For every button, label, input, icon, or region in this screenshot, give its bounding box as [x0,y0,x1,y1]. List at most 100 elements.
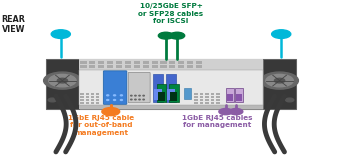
Bar [79,59,263,70]
Bar [187,61,193,64]
Bar [187,65,193,68]
Bar [86,99,89,101]
Text: 10/25GbE SFP+
or SFP28 cables
for iSCSI: 10/25GbE SFP+ or SFP28 cables for iSCSI [139,3,203,24]
Bar [211,99,214,101]
Circle shape [135,99,136,100]
Bar [98,61,104,64]
Bar [226,88,234,102]
Circle shape [48,98,56,102]
Circle shape [131,99,132,100]
Bar [143,61,149,64]
Bar [196,65,202,68]
Bar [96,93,99,95]
Bar [80,65,87,68]
Circle shape [286,98,294,102]
Bar [178,65,184,68]
Bar [91,93,94,95]
Circle shape [272,30,291,38]
Bar [134,61,140,64]
Circle shape [229,108,243,115]
Bar [211,96,214,98]
Bar [79,70,263,105]
Bar [200,93,203,95]
Bar [263,59,296,108]
Bar [80,99,84,101]
Bar [170,92,177,101]
Circle shape [143,99,144,100]
Bar [167,89,175,100]
Bar [153,74,163,102]
Circle shape [170,32,185,39]
Bar [89,61,95,64]
Bar [200,96,203,98]
Bar [166,74,176,102]
Text: 1GbE RJ45 cables
for management: 1GbE RJ45 cables for management [182,115,252,128]
Bar [125,61,131,64]
Bar [154,89,162,100]
FancyBboxPatch shape [103,71,127,104]
Circle shape [57,78,67,83]
Bar [169,65,175,68]
Text: REAR
VIEW: REAR VIEW [2,16,26,34]
Bar [89,65,95,68]
Bar [80,96,84,98]
Bar [205,102,209,104]
Bar [178,61,184,64]
Bar [158,92,165,101]
Bar [134,65,140,68]
Bar [91,102,94,104]
Bar [205,93,209,95]
Bar [116,65,122,68]
Circle shape [44,72,81,89]
Bar [194,99,198,101]
Bar [236,94,242,101]
Bar [107,65,113,68]
Bar [169,61,175,64]
FancyBboxPatch shape [128,72,150,103]
Bar [79,59,263,108]
Bar [86,102,89,104]
Bar [205,99,209,101]
Bar [211,102,214,104]
Circle shape [120,95,122,96]
Bar [235,88,243,102]
Bar [216,96,220,98]
Circle shape [139,95,140,96]
Circle shape [107,95,109,96]
Circle shape [131,95,132,96]
Bar [157,84,166,102]
Bar [205,96,209,98]
Circle shape [114,95,116,96]
Bar [200,99,203,101]
Bar [169,84,179,102]
Circle shape [49,74,76,87]
Bar [46,59,296,108]
Bar [216,99,220,101]
Bar [86,96,89,98]
Bar [91,99,94,101]
Bar [152,65,158,68]
Bar [96,96,99,98]
Bar [46,59,79,108]
Circle shape [102,108,120,116]
Bar [116,61,122,64]
Bar [194,93,198,95]
Bar [196,61,202,64]
Bar [184,88,191,99]
Bar [86,93,89,95]
Circle shape [261,72,298,89]
Bar [194,96,198,98]
Text: 1GbE RJ45 cable
for out-of-band
management: 1GbE RJ45 cable for out-of-band manageme… [68,115,134,136]
Circle shape [158,32,173,39]
Bar [125,65,131,68]
Bar [211,93,214,95]
Bar [91,96,94,98]
Bar [152,61,158,64]
Bar [80,93,84,95]
Circle shape [135,95,136,96]
Bar [194,102,198,104]
Bar [96,99,99,101]
Circle shape [219,108,233,115]
Circle shape [51,30,70,38]
Bar [107,61,113,64]
